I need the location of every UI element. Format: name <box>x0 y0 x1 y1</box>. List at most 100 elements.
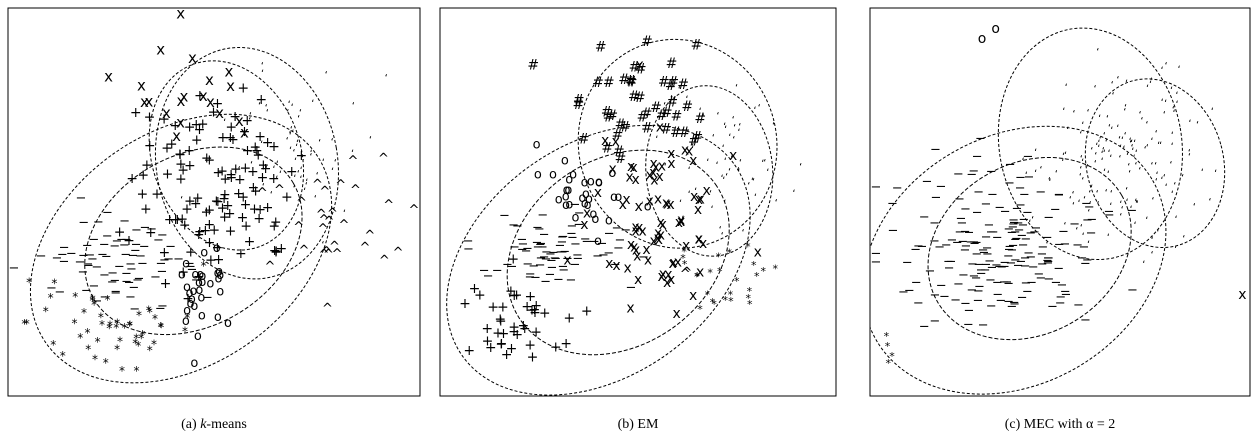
point-marker: o <box>578 191 586 206</box>
point-marker: x <box>635 220 643 236</box>
point-marker: # <box>606 108 618 124</box>
point-marker: # <box>691 129 703 145</box>
point-marker: − <box>1023 150 1034 165</box>
point-marker: ‘ <box>724 156 727 167</box>
point-marker: − <box>1054 188 1065 203</box>
point-marker: ‘ <box>302 158 305 169</box>
point-marker: x <box>188 49 197 67</box>
point-marker: # <box>573 97 585 113</box>
point-marker: + <box>482 333 494 349</box>
point-marker: # <box>641 34 653 50</box>
point-marker: ‘ <box>1103 168 1106 179</box>
point-marker: ‘ <box>737 166 740 177</box>
point-marker: − <box>99 268 110 283</box>
point-marker: x <box>695 232 703 248</box>
point-marker: ‘ <box>1094 159 1097 170</box>
point-marker: + <box>527 349 539 365</box>
point-marker: − <box>202 290 213 305</box>
point-marker: − <box>1037 240 1048 255</box>
point-marker: ‘ <box>1165 61 1168 72</box>
panel-caption: (a) k-means <box>181 417 247 432</box>
point-marker: x <box>162 104 171 122</box>
point-marker: ‘ <box>711 205 714 216</box>
point-marker: x <box>563 253 571 269</box>
point-marker: − <box>965 235 976 250</box>
point-marker: − <box>1014 223 1025 238</box>
point-marker: ‘ <box>1151 250 1154 261</box>
point-marker: − <box>1006 300 1017 315</box>
point-marker: ‘ <box>1094 151 1097 162</box>
point-marker: − <box>119 214 130 229</box>
point-marker: + <box>162 167 174 183</box>
point-marker: − <box>950 293 961 308</box>
point-marker: o <box>587 174 595 189</box>
point-marker: * <box>117 335 123 349</box>
point-marker: ‘ <box>322 158 325 169</box>
point-marker: * <box>152 312 158 326</box>
point-marker: ‘ <box>1107 169 1110 180</box>
point-marker: ^ <box>339 218 350 233</box>
point-marker: ‘ <box>747 181 750 192</box>
point-marker: − <box>1003 249 1014 264</box>
point-marker: * <box>136 308 142 322</box>
point-marker: ‘ <box>709 189 712 200</box>
point-marker: ‘ <box>1135 199 1138 210</box>
point-marker: + <box>563 310 575 326</box>
point-marker: − <box>1072 238 1083 253</box>
point-marker: ‘ <box>1080 154 1083 165</box>
point-marker: − <box>157 228 168 243</box>
point-marker: + <box>191 133 203 149</box>
point-marker: o <box>594 234 602 249</box>
point-marker: * <box>147 306 153 320</box>
point-marker: x <box>622 192 630 208</box>
point-marker: ‘ <box>1123 107 1126 118</box>
point-marker: ‘ <box>728 133 731 144</box>
point-marker: − <box>581 234 592 249</box>
point-marker: ‘ <box>296 139 299 150</box>
point-marker: − <box>509 240 520 255</box>
point-marker: − <box>960 202 971 217</box>
point-marker: x <box>654 226 662 242</box>
point-marker: + <box>485 340 497 356</box>
point-marker: ‘ <box>291 128 294 139</box>
point-marker: − <box>1086 226 1097 241</box>
point-marker: − <box>159 253 170 268</box>
point-marker: − <box>131 237 142 252</box>
point-marker: x <box>694 202 702 218</box>
point-marker: * <box>728 295 734 308</box>
point-marker: ‘ <box>1080 223 1083 234</box>
point-marker: ‘ <box>1097 143 1100 154</box>
point-marker: ‘ <box>1094 84 1097 95</box>
point-marker: + <box>511 287 523 303</box>
point-marker: ‘ <box>1098 113 1101 124</box>
point-marker: ‘ <box>1081 157 1084 168</box>
point-marker: x <box>631 220 639 236</box>
point-marker: * <box>680 252 686 265</box>
point-marker: * <box>716 251 722 264</box>
point-marker: x <box>652 160 660 176</box>
point-marker: − <box>81 283 92 298</box>
point-marker: ^ <box>316 207 327 222</box>
point-marker: * <box>146 304 152 318</box>
point-marker: − <box>1080 313 1091 328</box>
point-marker: − <box>921 175 932 190</box>
point-marker: − <box>569 198 580 213</box>
point-marker: − <box>1020 259 1031 274</box>
point-marker: ‘ <box>286 108 289 119</box>
point-marker: − <box>134 272 145 287</box>
point-marker: ‘ <box>1150 161 1153 172</box>
point-marker: − <box>479 263 490 278</box>
point-marker: * <box>151 338 157 352</box>
point-marker: # <box>641 106 653 122</box>
point-marker: − <box>173 252 184 267</box>
point-marker: ‘ <box>752 177 755 188</box>
point-marker: − <box>109 273 120 288</box>
point-marker: ^ <box>327 207 338 222</box>
point-marker: ^ <box>274 183 285 198</box>
point-marker: − <box>532 240 543 255</box>
point-marker: + <box>197 117 209 133</box>
point-marker: − <box>1055 290 1066 305</box>
point-marker: # <box>671 108 683 124</box>
point-marker: ^ <box>293 220 304 235</box>
point-marker: * <box>751 259 757 272</box>
